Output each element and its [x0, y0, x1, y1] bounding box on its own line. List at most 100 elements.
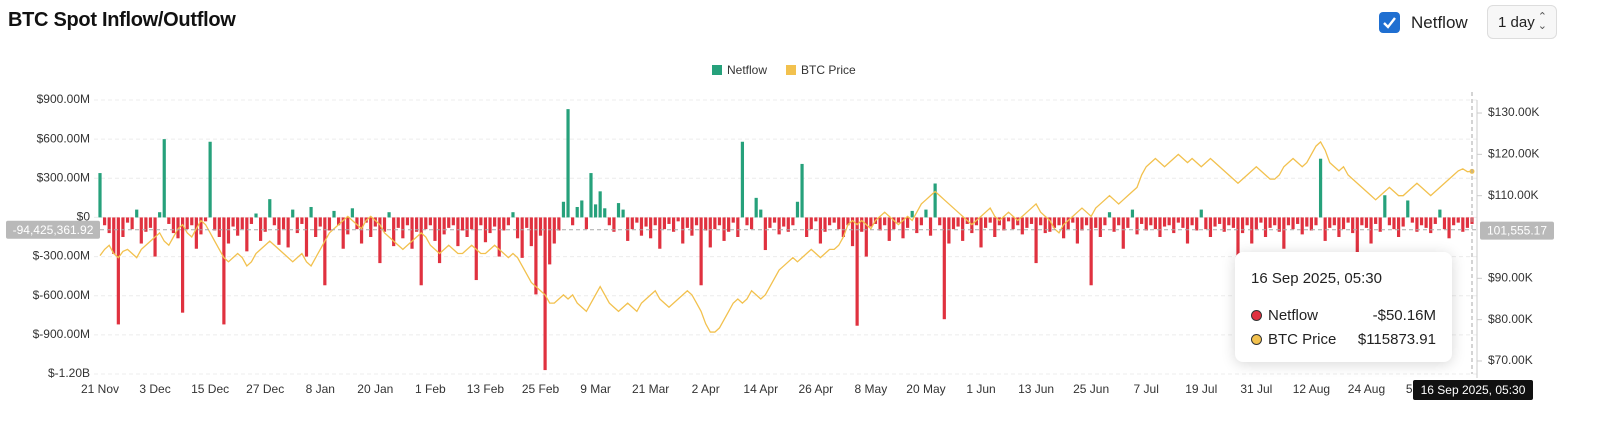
bar	[171, 217, 176, 234]
bar	[1374, 217, 1378, 224]
x-tick-label: 13 Feb	[467, 382, 505, 396]
bar	[112, 217, 116, 254]
x-tick-label: 1 Jun	[966, 382, 995, 396]
bar	[690, 217, 694, 236]
bar	[727, 217, 731, 232]
bar	[621, 209, 625, 218]
bar	[1149, 217, 1153, 226]
bar	[1130, 209, 1135, 218]
x-tick-label: 20 May	[906, 382, 945, 396]
bar	[837, 217, 841, 230]
bar	[676, 217, 680, 222]
bar	[185, 217, 189, 230]
bar	[497, 217, 501, 257]
tooltip-value: -$50.16M	[1372, 306, 1436, 324]
bar	[1002, 217, 1006, 231]
toggle-label[interactable]: Netflow	[1411, 13, 1468, 32]
bar	[1107, 212, 1112, 218]
x-tick-label: 27 Dec	[246, 382, 284, 396]
bar	[566, 109, 570, 218]
bar	[1190, 217, 1194, 226]
bar	[396, 217, 400, 228]
interval-select[interactable]: 1 day ⌃ ⌄	[1487, 5, 1557, 39]
bar	[121, 217, 125, 237]
bar	[924, 209, 928, 218]
bar	[685, 217, 689, 228]
bar	[1273, 217, 1277, 226]
y2-tick-label: $120.00K	[1488, 147, 1539, 161]
crosshair-y-label: -94,425,361.92	[13, 223, 94, 237]
tooltip-dot	[1251, 309, 1262, 321]
bar	[543, 217, 547, 371]
bar	[616, 203, 621, 218]
bar	[575, 206, 579, 218]
bar	[213, 217, 217, 231]
bar	[502, 217, 506, 231]
bar	[1227, 217, 1231, 226]
bar	[1383, 195, 1387, 218]
bar	[1360, 217, 1364, 226]
bar	[1465, 217, 1470, 228]
legend-label: Netflow	[727, 63, 767, 77]
legend-label: BTC Price	[801, 63, 856, 77]
tooltip-series: BTC Price	[1268, 330, 1337, 348]
bar	[488, 217, 492, 234]
bar	[1392, 217, 1396, 230]
bar	[125, 217, 130, 223]
bar	[1098, 217, 1102, 237]
bar	[736, 217, 740, 237]
bar	[1337, 217, 1341, 237]
bar	[1144, 217, 1148, 231]
bar	[451, 217, 455, 226]
bar	[1309, 217, 1313, 231]
bar	[1346, 217, 1350, 223]
bar	[786, 217, 790, 232]
bar	[373, 217, 377, 227]
bar	[855, 217, 859, 326]
bar	[401, 217, 405, 239]
bar	[1447, 217, 1451, 239]
bar	[465, 217, 469, 237]
bar	[1112, 217, 1116, 232]
x-tick-label: 7 Jul	[1134, 382, 1159, 396]
bar	[1277, 217, 1281, 232]
bar	[1089, 217, 1093, 286]
bar	[658, 217, 662, 249]
bar	[222, 217, 226, 325]
bar	[300, 217, 304, 224]
bar	[1396, 217, 1401, 237]
bar	[1080, 217, 1084, 231]
bar	[1332, 217, 1336, 226]
bar	[644, 217, 648, 227]
bar	[887, 217, 891, 241]
bar	[1011, 217, 1015, 230]
bar	[1121, 217, 1125, 249]
bar	[612, 217, 616, 232]
bar	[1218, 217, 1222, 224]
bar	[139, 217, 143, 244]
bar	[1185, 217, 1190, 244]
bar	[231, 217, 235, 227]
bar	[1222, 217, 1226, 232]
bar	[470, 217, 474, 230]
bar	[534, 217, 538, 295]
bar	[254, 213, 258, 218]
bar	[1438, 209, 1442, 218]
bar	[979, 217, 983, 248]
bar	[915, 217, 919, 234]
bar	[520, 217, 524, 258]
bar	[681, 217, 685, 244]
bar	[378, 217, 382, 264]
bar	[626, 217, 630, 241]
bar	[667, 217, 671, 224]
bar	[1034, 217, 1038, 264]
bar	[456, 217, 460, 247]
bar	[1300, 217, 1304, 235]
tooltip-dot	[1251, 333, 1262, 345]
x-tick-label: 9 Mar	[580, 382, 611, 396]
netflow-checkbox[interactable]	[1379, 12, 1400, 33]
bar	[1452, 217, 1456, 226]
bar	[951, 217, 956, 230]
bar	[722, 217, 726, 241]
